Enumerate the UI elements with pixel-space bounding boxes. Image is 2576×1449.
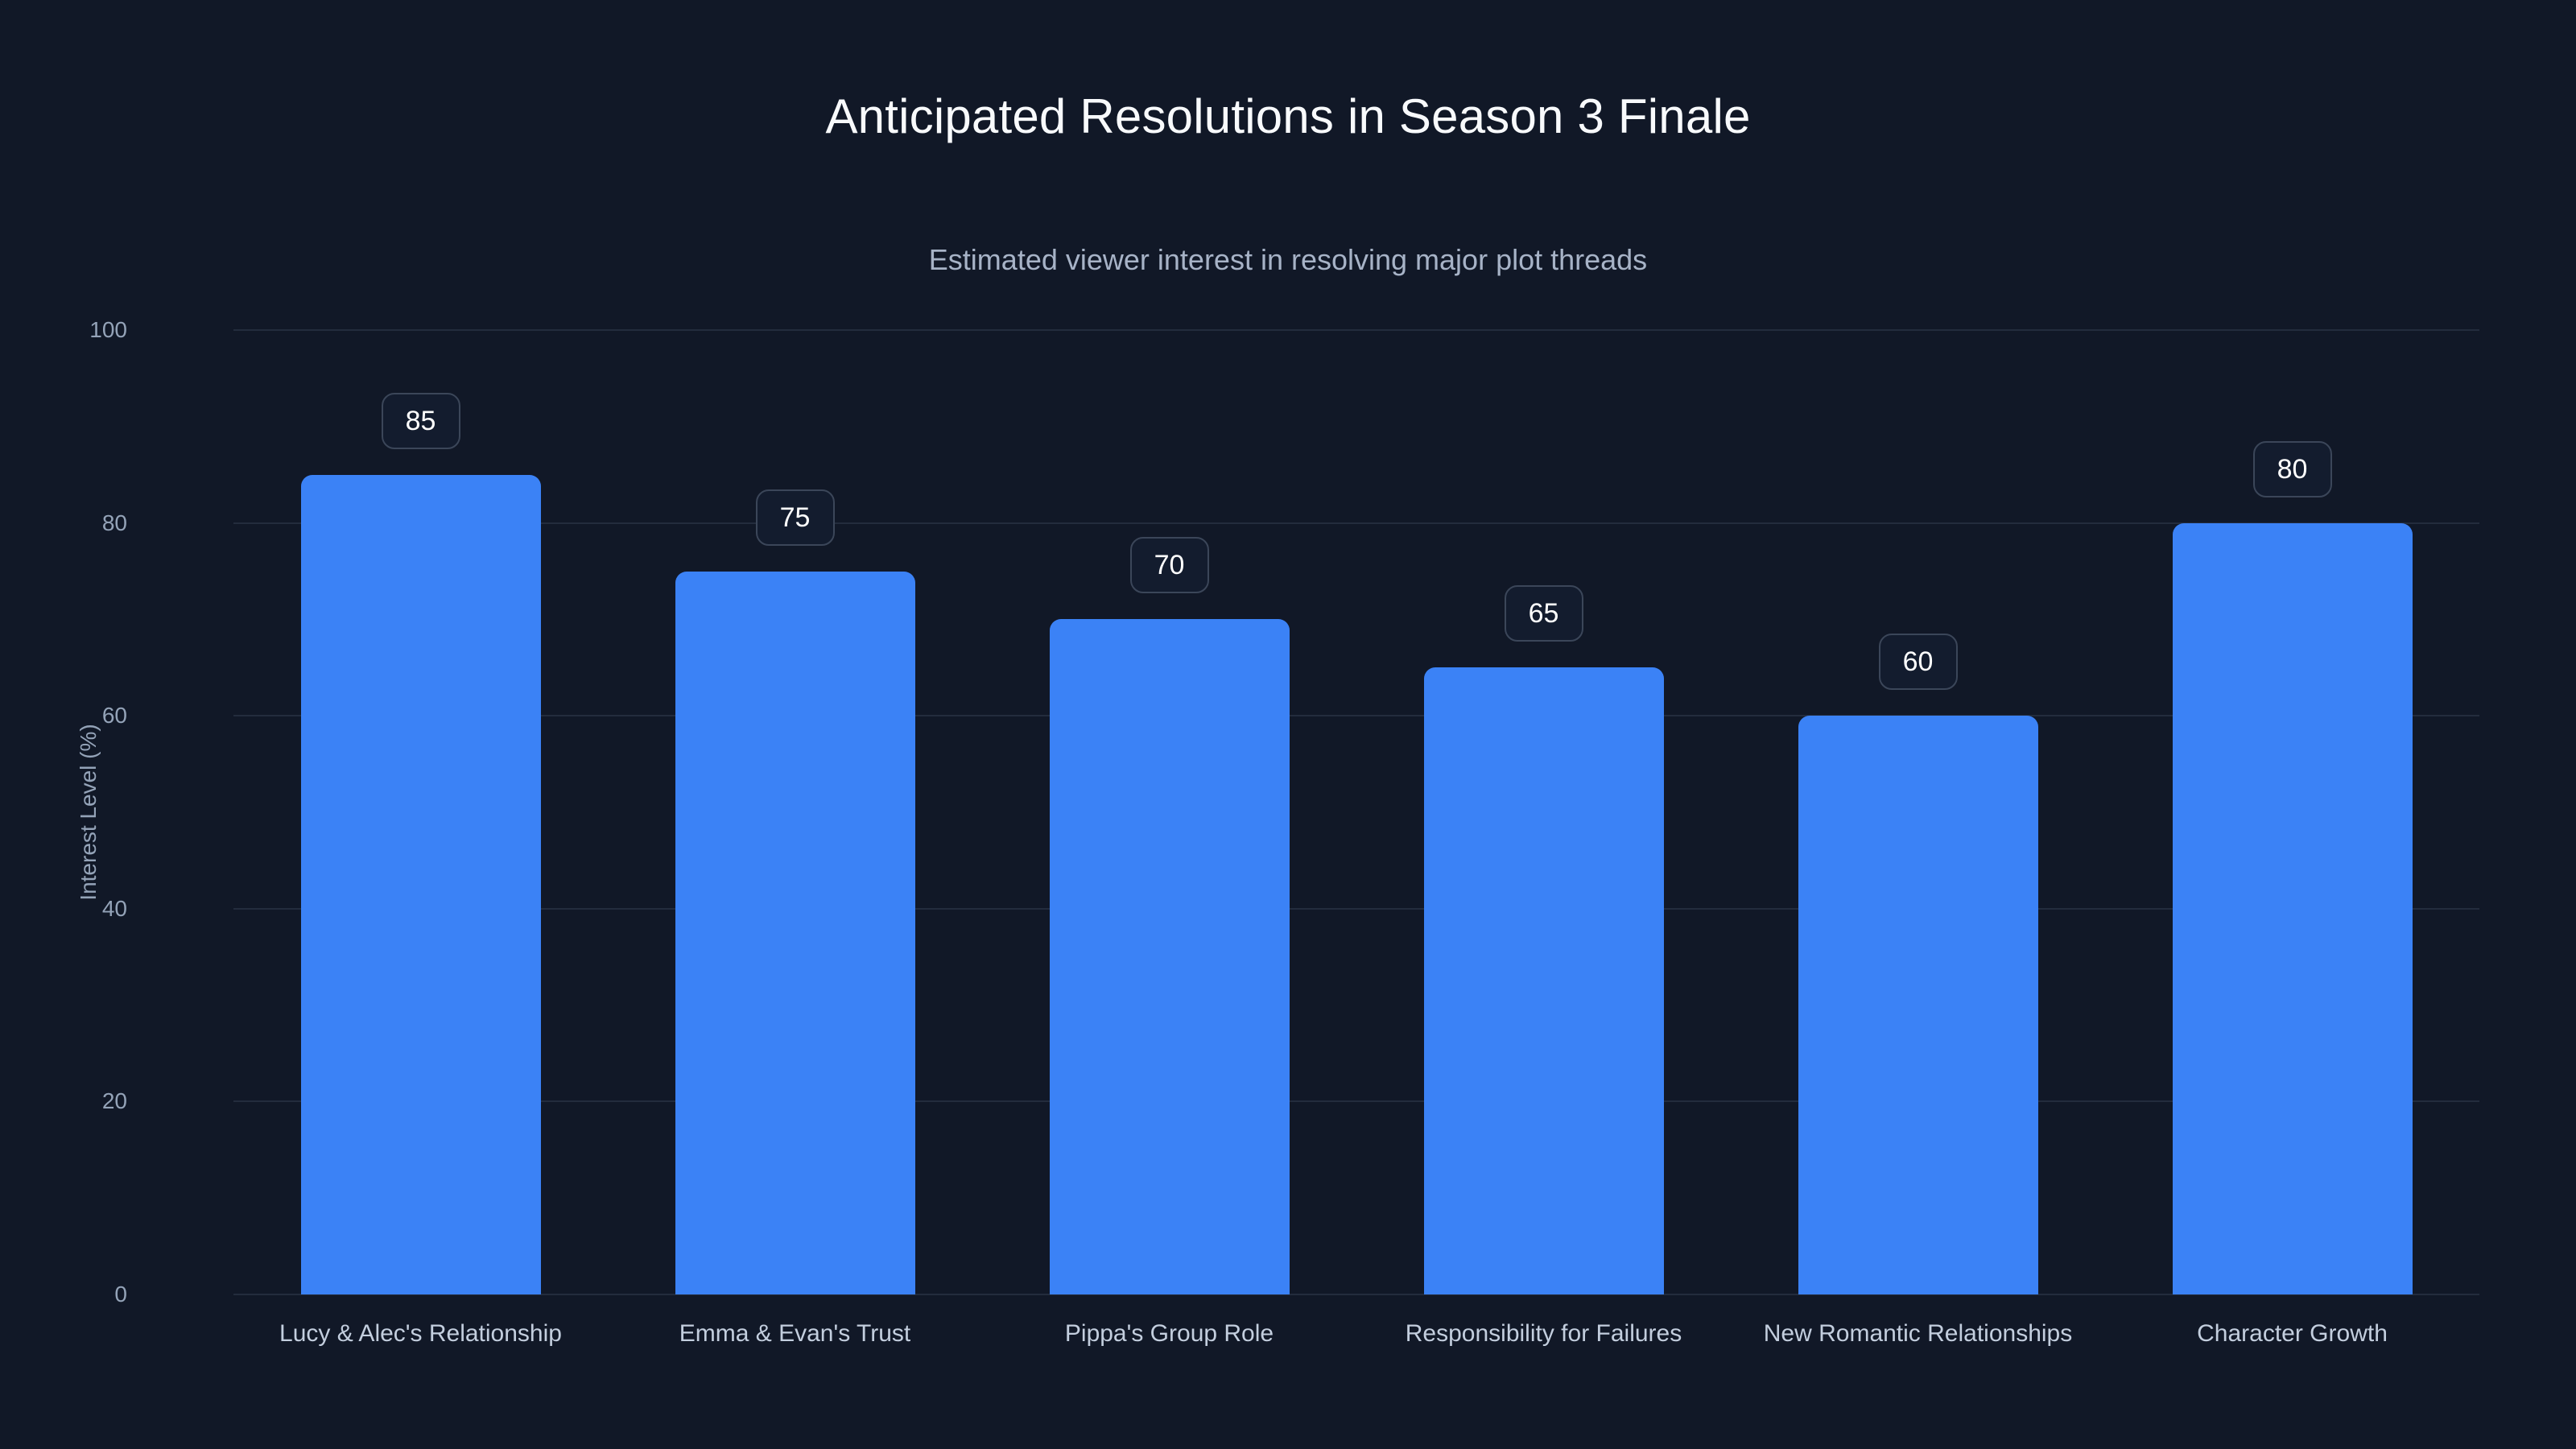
x-axis-category-label: Character Growth	[2197, 1320, 2388, 1347]
y-axis-title: Interest Level (%)	[76, 724, 101, 901]
y-axis-tick-label: 20	[101, 1088, 127, 1114]
y-axis-tick-label: 100	[89, 317, 127, 342]
bar[interactable]	[1423, 667, 1664, 1294]
bar[interactable]	[1798, 716, 2038, 1294]
bar[interactable]	[1049, 619, 1290, 1294]
bar-item[interactable]: 60	[1798, 330, 2038, 1294]
bar-value-badge: 60	[1878, 634, 1958, 691]
bar-value-badge: 75	[755, 489, 835, 546]
x-axis-category-label: New Romantic Relationships	[1763, 1320, 2073, 1347]
bar[interactable]	[2172, 522, 2413, 1294]
plot-area: 85 75 70 65 60 80	[233, 329, 2479, 1295]
bar[interactable]	[300, 474, 541, 1294]
y-axis-tick-label: 60	[101, 703, 127, 729]
gridline	[233, 1100, 2479, 1103]
x-axis-category-label: Responsibility for Failures	[1405, 1320, 1682, 1347]
gridline	[233, 522, 2479, 524]
chart-subtitle: Estimated viewer interest in resolving m…	[928, 243, 1648, 276]
gridline	[233, 907, 2479, 910]
bar[interactable]	[675, 571, 915, 1294]
bar-item[interactable]: 85	[300, 330, 541, 1294]
y-axis-tick-label: 80	[101, 510, 127, 535]
bar-value-badge: 65	[1504, 585, 1583, 642]
bar-item[interactable]: 75	[675, 330, 915, 1294]
gridline	[233, 329, 2479, 331]
bar-item[interactable]: 80	[2172, 330, 2413, 1294]
x-axis-category-label: Emma & Evan's Trust	[679, 1320, 911, 1347]
bar-item[interactable]: 70	[1049, 330, 1290, 1294]
y-axis-tick-label: 40	[101, 895, 127, 921]
y-axis-tick-label: 0	[114, 1282, 127, 1307]
bar-item[interactable]: 65	[1423, 330, 1664, 1294]
bar-value-badge: 70	[1129, 537, 1209, 594]
chart-title: Anticipated Resolutions in Season 3 Fina…	[825, 89, 1751, 143]
x-axis-category-label: Pippa's Group Role	[1064, 1320, 1274, 1347]
bar-value-badge: 80	[2252, 440, 2332, 497]
x-axis-category-label: Lucy & Alec's Relationship	[279, 1320, 562, 1347]
gridline	[233, 1294, 2479, 1295]
bar-value-badge: 85	[381, 392, 460, 449]
gridline	[233, 715, 2479, 717]
